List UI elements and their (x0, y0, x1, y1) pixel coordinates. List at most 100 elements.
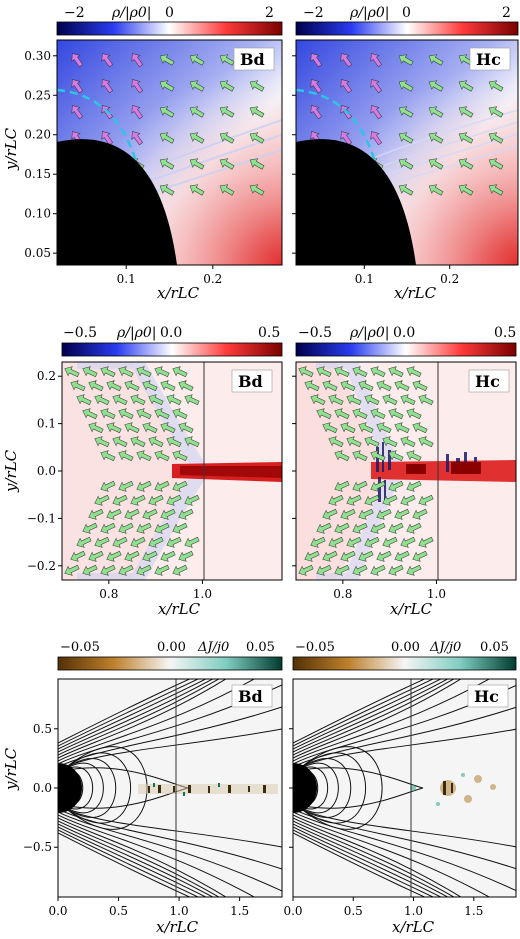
field-arrow (376, 508, 392, 520)
field-line (293, 766, 328, 810)
field-arrow (370, 408, 386, 420)
field-arrow (166, 494, 182, 506)
field-arrow (160, 380, 176, 392)
field-arrow (406, 564, 422, 576)
field-arrow (364, 394, 380, 406)
cb-tick: −0.5 (298, 325, 332, 341)
field-arrow (340, 508, 356, 520)
panel-tag: Hc (476, 50, 501, 69)
field-arrow (131, 105, 144, 120)
field-arrow (364, 494, 380, 506)
field-line (58, 766, 93, 810)
y-tick-label: 0.10 (24, 207, 51, 221)
field-arrow (398, 80, 414, 92)
y-tick-label: −0.1 (27, 511, 56, 525)
cb-tick: 0.05 (246, 640, 275, 655)
y-axis-label: y/rLC (2, 449, 20, 493)
field-arrow (334, 480, 350, 492)
x-axis-label: x/rLC (394, 284, 437, 302)
field-arrow (70, 380, 86, 392)
field-arrow (172, 408, 188, 420)
field-arrow (136, 564, 152, 576)
x-tick-label: 1.0 (427, 587, 446, 601)
y-axis-label: y/rLC (2, 747, 20, 791)
cb-label: ρ/|ρ0| (116, 325, 157, 341)
field-line (58, 832, 191, 897)
y-axis-mid: −0.2 −0.1 0.0 0.1 0.2 (27, 369, 296, 573)
cb-tick: 2 (265, 5, 274, 21)
field-arrow (178, 550, 194, 562)
cb-tick: −0.05 (295, 640, 335, 655)
x-tick-label: 0.0 (48, 904, 67, 918)
cb-tick: 0.05 (480, 640, 509, 655)
field-arrow (370, 53, 383, 68)
field-arrow (376, 550, 392, 562)
cb-tick: 0.5 (258, 325, 280, 341)
field-arrow (428, 184, 444, 196)
field-arrow (458, 158, 474, 170)
field-arrow (142, 422, 158, 434)
field-arrow (418, 394, 434, 406)
field-arrow (100, 450, 116, 462)
field-arrow (154, 408, 170, 420)
field-arrow (88, 380, 104, 392)
field-arrow (219, 184, 235, 196)
field-arrow (382, 494, 398, 506)
field-arrows (64, 366, 200, 576)
panel-mid-bd: Bd (61, 361, 283, 581)
field-line (58, 679, 200, 747)
field-arrow (71, 79, 84, 94)
x-tick-label: 1.0 (404, 904, 423, 918)
field-arrow (172, 522, 188, 534)
field-arrow (249, 132, 265, 144)
x-axis-top: 0.1 0.2 0.1 0.2 (117, 265, 459, 286)
field-arrow (142, 380, 158, 392)
field-line (293, 679, 449, 753)
cb-tick: 0.0 (393, 325, 415, 341)
field-arrow (328, 494, 344, 506)
field-line (58, 758, 117, 818)
field-arrow (428, 106, 444, 118)
field-arrow (178, 380, 194, 392)
field-arrow (352, 480, 368, 492)
field-arrow (189, 106, 205, 118)
field-arrow (178, 508, 194, 520)
cb-tick: 0.5 (494, 325, 516, 341)
colorbar-top-left: −2 ρ/|ρ0| 0 2 (56, 5, 283, 36)
field-arrow (334, 450, 350, 462)
field-line (293, 728, 516, 771)
field-arrow (88, 550, 104, 562)
field-arrow (364, 436, 380, 448)
field-arrow (154, 450, 170, 462)
field-line (58, 820, 220, 897)
field-arrow (159, 132, 175, 144)
field-arrow (101, 53, 114, 68)
field-arrow (131, 53, 144, 68)
y-tick-label: 0.20 (24, 128, 51, 142)
field-arrow (398, 132, 414, 144)
field-line (58, 752, 132, 824)
field-arrow (340, 550, 356, 562)
y-tick-label: 0.05 (24, 246, 51, 260)
field-arrow (428, 80, 444, 92)
field-arrow (249, 80, 265, 92)
field-line (293, 820, 455, 897)
field-arrow (160, 508, 176, 520)
field-arrow (154, 366, 170, 378)
field-arrow (159, 184, 175, 196)
field-arrow (428, 132, 444, 144)
field-arrow (370, 105, 383, 120)
panel-mid-hc: Hc (295, 361, 517, 581)
field-arrow (166, 536, 182, 548)
field-arrow (488, 158, 504, 170)
field-arrow (159, 106, 175, 118)
field-arrow (148, 394, 164, 406)
field-arrow (358, 422, 374, 434)
field-arrow (124, 550, 140, 562)
field-line (58, 679, 191, 744)
field-arrow (458, 106, 474, 118)
field-arrow (310, 394, 326, 406)
field-arrow (166, 436, 182, 448)
x-tick-label: 0.8 (333, 587, 352, 601)
y-axis-label: y/rLC (2, 127, 20, 171)
